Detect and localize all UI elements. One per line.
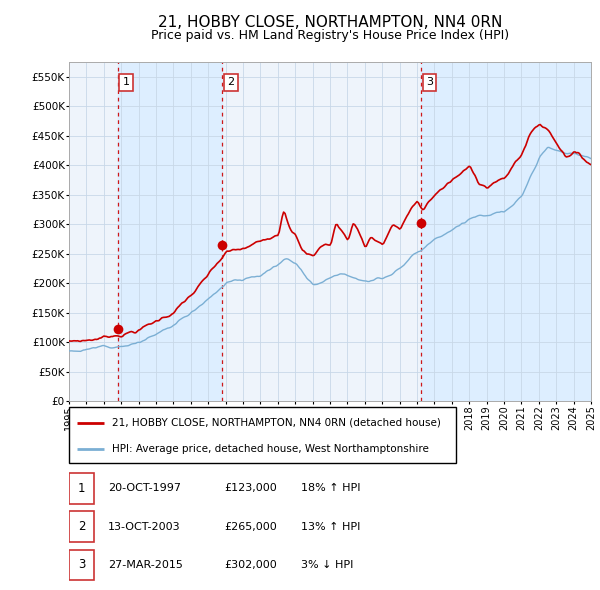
Text: 3% ↓ HPI: 3% ↓ HPI <box>301 560 353 570</box>
Text: 21, HOBBY CLOSE, NORTHAMPTON, NN4 0RN: 21, HOBBY CLOSE, NORTHAMPTON, NN4 0RN <box>158 15 502 30</box>
Text: £123,000: £123,000 <box>224 483 277 493</box>
Text: 20-OCT-1997: 20-OCT-1997 <box>108 483 181 493</box>
Bar <box>421 62 591 401</box>
Text: 3: 3 <box>426 77 433 87</box>
Text: 13-OCT-2003: 13-OCT-2003 <box>108 522 181 532</box>
Text: 1: 1 <box>123 77 130 87</box>
FancyBboxPatch shape <box>69 407 456 463</box>
Text: 18% ↑ HPI: 18% ↑ HPI <box>301 483 361 493</box>
Text: £265,000: £265,000 <box>224 522 277 532</box>
Text: 3: 3 <box>78 558 85 572</box>
FancyBboxPatch shape <box>69 473 94 504</box>
Text: 13% ↑ HPI: 13% ↑ HPI <box>301 522 361 532</box>
Text: Price paid vs. HM Land Registry's House Price Index (HPI): Price paid vs. HM Land Registry's House … <box>151 30 509 42</box>
Text: 2: 2 <box>78 520 86 533</box>
Text: HPI: Average price, detached house, West Northamptonshire: HPI: Average price, detached house, West… <box>112 444 428 454</box>
FancyBboxPatch shape <box>69 511 94 542</box>
Text: £302,000: £302,000 <box>224 560 277 570</box>
Text: 27-MAR-2015: 27-MAR-2015 <box>108 560 182 570</box>
FancyBboxPatch shape <box>69 550 94 581</box>
Text: 2: 2 <box>227 77 234 87</box>
Text: 21, HOBBY CLOSE, NORTHAMPTON, NN4 0RN (detached house): 21, HOBBY CLOSE, NORTHAMPTON, NN4 0RN (d… <box>112 418 440 428</box>
Text: 1: 1 <box>78 481 86 495</box>
Bar <box>118 62 222 401</box>
